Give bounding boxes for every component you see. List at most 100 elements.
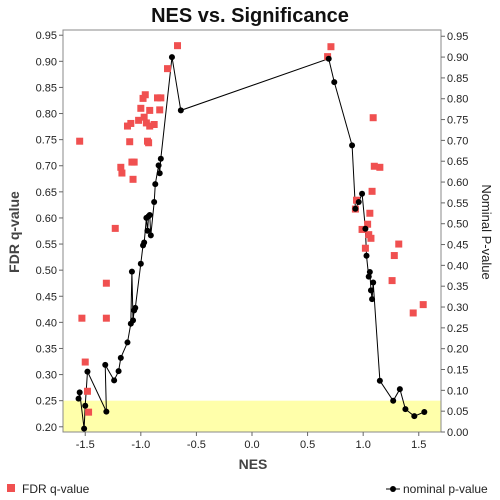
pvalue-point: [331, 79, 338, 86]
y-left-tick-label: 0.65: [36, 187, 57, 199]
pvalue-point: [144, 227, 151, 234]
legend: FDR q-value nominal p-value: [7, 482, 488, 496]
fdr-point: [361, 244, 369, 252]
fdr-point: [102, 279, 110, 287]
x-tick-label: 1.5: [411, 439, 426, 451]
fdr-point: [140, 113, 148, 121]
pvalue-point: [81, 425, 88, 432]
y-right-tick-label: 0.40: [447, 260, 468, 272]
pvalue-point: [155, 162, 162, 169]
pvalue-point: [376, 377, 383, 384]
y-left-tick-label: 0.85: [36, 82, 57, 94]
y-right-tick-label: 0.15: [447, 365, 468, 377]
y-right-tick-label: 0.90: [447, 52, 468, 64]
y-right-tick-label: 0.50: [447, 219, 468, 231]
y-right-tick-label: 0.60: [447, 177, 468, 189]
x-tick-label: -1.0: [131, 439, 150, 451]
fdr-point: [102, 314, 110, 322]
pvalue-point: [132, 304, 139, 311]
highlight-band: [63, 400, 441, 432]
pvalue-point: [325, 55, 332, 62]
fdr-point: [368, 187, 376, 195]
fdr-point: [130, 158, 138, 166]
fdr-point: [156, 106, 164, 114]
fdr-point: [164, 65, 172, 73]
pvalue-point: [177, 107, 184, 114]
pvalue-point: [146, 211, 153, 218]
pvalue-point: [362, 225, 369, 232]
pvalue-point: [82, 402, 89, 409]
fdr-point: [118, 169, 126, 177]
fdr-point: [85, 408, 93, 416]
pvalue-point: [349, 142, 356, 149]
fdr-point: [365, 231, 373, 239]
y-left-tick-label: 0.45: [36, 291, 57, 303]
legend-fdr-marker: [7, 484, 15, 492]
pvalue-point: [128, 268, 135, 275]
y-right-tick-label: 0.00: [447, 427, 468, 439]
y-right-tick-label: 0.85: [447, 73, 468, 85]
y-left-tick-label: 0.95: [36, 30, 57, 42]
fdr-point: [126, 138, 134, 146]
pvalue-point: [124, 339, 131, 346]
pvalue-point: [366, 269, 373, 276]
pvalue-point: [390, 397, 397, 404]
y-right-tick-label: 0.45: [447, 240, 468, 252]
pvalue-point: [369, 296, 376, 303]
pvalue-point: [102, 361, 109, 368]
y-right-tick-label: 0.05: [447, 406, 468, 418]
y-right-tick-label: 0.55: [447, 198, 468, 210]
y-right-tick-label: 0.25: [447, 323, 468, 335]
y-right-tick-label: 0.10: [447, 385, 468, 397]
y-right-tick-label: 0.95: [447, 31, 468, 43]
y-left-tick-label: 0.90: [36, 56, 57, 68]
fdr-point: [117, 163, 125, 171]
fdr-point: [327, 43, 335, 51]
fdr-point: [370, 162, 378, 170]
y-right-tick-label: 0.65: [447, 156, 468, 168]
y-left-tick-label: 0.75: [36, 135, 57, 147]
y-left-tick-label: 0.25: [36, 396, 57, 408]
pvalue-point: [75, 395, 82, 402]
chart-title: NES vs. Significance: [151, 5, 349, 27]
x-tick-label: 1.0: [356, 439, 371, 451]
pvalue-point: [130, 317, 137, 324]
fdr-point: [137, 104, 145, 112]
y-right-tick-label: 0.20: [447, 344, 468, 356]
y-left-tick-label: 0.40: [36, 317, 57, 329]
y-right-tick-label: 0.70: [447, 135, 468, 147]
pvalue-point: [157, 155, 164, 162]
pvalue-point: [147, 232, 154, 239]
pvalue-point: [141, 239, 148, 246]
fdr-point: [145, 139, 153, 147]
y-left-tick-label: 0.50: [36, 265, 57, 277]
fdr-point: [388, 277, 396, 285]
pvalue-point: [411, 413, 418, 420]
x-tick-label: -0.5: [187, 439, 206, 451]
y-left-tick-label: 0.70: [36, 161, 57, 173]
pvalue-point: [115, 368, 122, 375]
fdr-point: [395, 240, 403, 248]
legend-fdr-label: FDR q-value: [22, 482, 90, 496]
axes: -1.5 -1.0 -0.5 0.0 0.5 1.0 1.5 0.20 0.25 0.30 0.35…: [36, 29, 468, 451]
pvalue-point: [370, 279, 377, 286]
fdr-point: [358, 225, 366, 233]
pvalue-point: [156, 170, 163, 177]
fdr-point: [146, 122, 154, 130]
x-axis-label: NES: [239, 456, 268, 472]
pvalue-point: [117, 354, 124, 361]
y-left-tick-label: 0.30: [36, 370, 57, 382]
fdr-point: [157, 94, 165, 102]
fdr-point: [78, 314, 86, 322]
fdr-point: [139, 94, 147, 102]
fdr-point: [376, 163, 384, 171]
fdr-point: [76, 137, 84, 145]
fdr-point: [141, 91, 149, 99]
legend-pvalue-marker: [390, 486, 396, 492]
pvalue-point: [365, 273, 372, 280]
y-axis-label-right: Nominal P-value: [479, 184, 494, 279]
pvalue-point: [103, 408, 110, 415]
pvalue-point: [151, 199, 158, 206]
fdr-point: [366, 209, 374, 217]
